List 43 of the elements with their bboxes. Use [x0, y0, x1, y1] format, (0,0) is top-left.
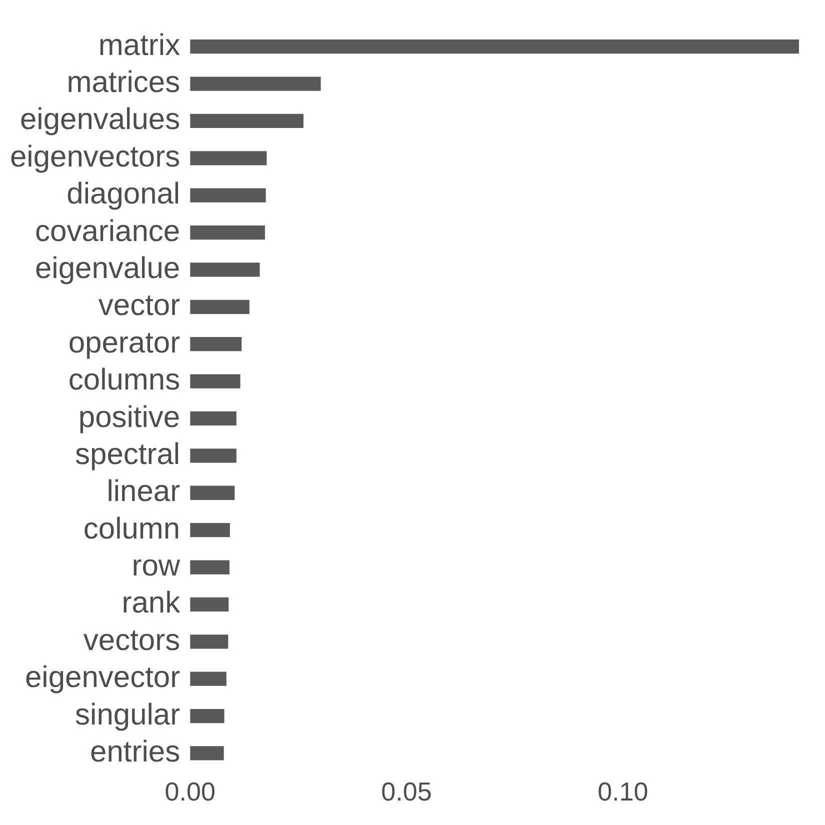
- y-tick-label: matrices: [66, 66, 180, 100]
- bar: [190, 40, 799, 54]
- bar: [190, 411, 236, 426]
- y-tick-label: columns: [68, 364, 180, 397]
- y-tick-label: spectral: [75, 438, 180, 471]
- y-tick-label: eigenvector: [24, 661, 180, 694]
- y-tick-label: singular: [75, 698, 180, 732]
- bar: [190, 262, 260, 277]
- y-tick-label: eigenvalue: [34, 252, 180, 285]
- y-tick-label: operator: [68, 326, 180, 360]
- bar: [190, 746, 224, 760]
- bar: [190, 597, 229, 612]
- y-tick-label: rank: [122, 586, 182, 620]
- bar: [190, 225, 265, 240]
- y-tick-label: column: [83, 512, 180, 546]
- bar: [190, 188, 266, 202]
- bar: [190, 560, 230, 574]
- y-tick-label: eigenvalues: [20, 103, 180, 136]
- y-tick-label: vector: [98, 289, 180, 322]
- bar: [190, 708, 224, 724]
- y-tick-label: positive: [78, 400, 180, 434]
- bar: [190, 672, 226, 686]
- bar: [190, 486, 235, 500]
- y-tick-label: row: [132, 550, 180, 583]
- bar: [190, 114, 304, 128]
- bar: [190, 448, 236, 463]
- y-tick-label: vectors: [83, 624, 180, 657]
- bar: [190, 523, 230, 538]
- bar: [190, 151, 267, 166]
- y-tick-label: covariance: [35, 214, 180, 248]
- x-tick-label: 0.00: [164, 776, 216, 807]
- bar: [190, 76, 321, 91]
- y-tick-label: linear: [106, 475, 180, 508]
- y-tick-label: entries: [90, 735, 180, 768]
- bar: [190, 337, 242, 352]
- y-tick-label: diagonal: [66, 178, 180, 211]
- y-tick-label: eigenvectors: [10, 140, 180, 174]
- x-tick-label: 0.05: [381, 776, 432, 807]
- bar: [190, 634, 228, 649]
- y-tick-label: matrix: [98, 28, 180, 62]
- x-tick-label: 0.10: [598, 776, 648, 807]
- bar: [190, 300, 250, 314]
- bar: [190, 374, 240, 388]
